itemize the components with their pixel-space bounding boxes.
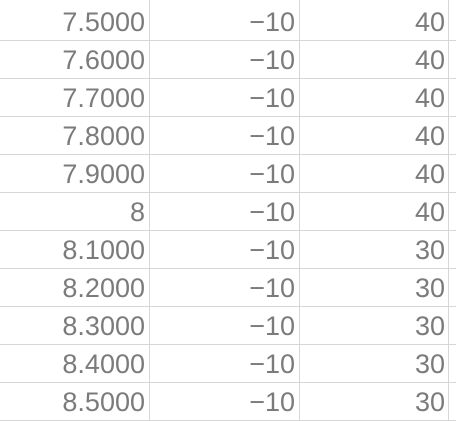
grid-cell[interactable]: 7.6000 <box>0 41 150 78</box>
grid-cell[interactable]: −10 <box>150 155 300 192</box>
grid-cell[interactable]: −10 <box>150 345 300 382</box>
table-row: 7.8000 −10 40 <box>0 117 456 155</box>
grid-cell[interactable]: 30 <box>300 269 449 306</box>
grid-cell[interactable]: 8.4000 <box>0 345 150 382</box>
grid-cell[interactable]: 40 <box>300 0 449 40</box>
grid-cell[interactable]: 8.5000 <box>0 383 150 420</box>
table-row: 8 −10 40 <box>0 193 456 231</box>
grid-cell[interactable]: −10 <box>150 41 300 78</box>
grid-cell[interactable]: −10 <box>150 307 300 344</box>
grid-cell[interactable]: 8.1000 <box>0 231 150 268</box>
grid-cell[interactable]: 40 <box>300 41 449 78</box>
grid-cell[interactable]: 30 <box>300 345 449 382</box>
table-row: 8.5000 −10 30 <box>0 383 456 421</box>
grid-cell[interactable]: −10 <box>150 383 300 420</box>
table-row: 8.2000 −10 30 <box>0 269 456 307</box>
grid-cell[interactable]: 40 <box>300 117 449 154</box>
table-row: 7.7000 −10 40 <box>0 79 456 117</box>
grid-cell[interactable]: 8 <box>0 193 150 230</box>
grid-cell[interactable]: −10 <box>150 193 300 230</box>
table-row: 7.9000 −10 40 <box>0 155 456 193</box>
grid-cell[interactable]: −10 <box>150 231 300 268</box>
grid-cell[interactable]: 7.9000 <box>0 155 150 192</box>
grid-cell[interactable]: −10 <box>150 269 300 306</box>
grid-cell[interactable]: 30 <box>300 231 449 268</box>
grid-cell[interactable]: 7.8000 <box>0 117 150 154</box>
table-row: 8.1000 −10 30 <box>0 231 456 269</box>
table-row: 7.6000 −10 40 <box>0 41 456 79</box>
table-row: 8.4000 −10 30 <box>0 345 456 383</box>
grid-cell[interactable]: 7.7000 <box>0 79 150 116</box>
grid-cell[interactable]: −10 <box>150 117 300 154</box>
grid-cell[interactable]: 40 <box>300 193 449 230</box>
grid-cell[interactable]: −10 <box>150 0 300 40</box>
grid-cell[interactable]: 40 <box>300 155 449 192</box>
grid-cell[interactable]: 30 <box>300 383 449 420</box>
grid-cell[interactable]: 7.5000 <box>0 0 150 40</box>
grid-cell[interactable]: −10 <box>150 79 300 116</box>
grid-cell[interactable]: 8.3000 <box>0 307 150 344</box>
table-row: 8.3000 −10 30 <box>0 307 456 345</box>
table-row: 7.5000 −10 40 <box>0 0 456 41</box>
grid-cell[interactable]: 30 <box>300 307 449 344</box>
grid-cell[interactable]: 8.2000 <box>0 269 150 306</box>
grid-cell[interactable]: 40 <box>300 79 449 116</box>
